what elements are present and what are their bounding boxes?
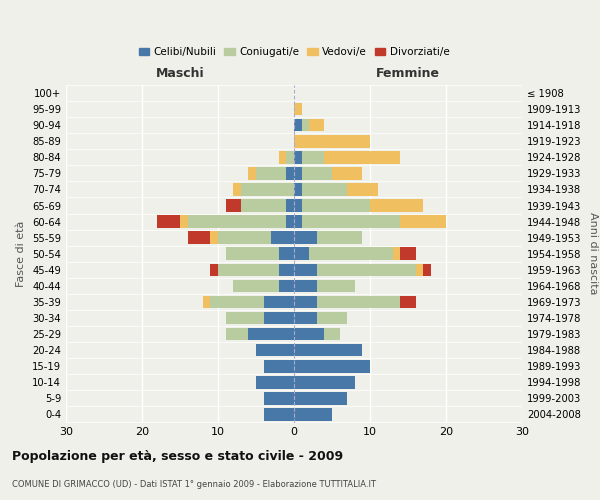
Bar <box>263 360 294 372</box>
Bar <box>226 248 279 260</box>
Bar <box>294 119 302 132</box>
Bar <box>294 151 302 164</box>
Bar <box>294 183 302 196</box>
Bar <box>256 376 294 388</box>
Bar <box>233 183 241 196</box>
Text: Popolazione per età, sesso e stato civile - 2009: Popolazione per età, sesso e stato civil… <box>12 450 343 463</box>
Bar <box>347 183 377 196</box>
Bar <box>400 296 416 308</box>
Bar <box>271 232 294 244</box>
Text: Maschi: Maschi <box>155 67 205 80</box>
Bar <box>423 264 431 276</box>
Bar <box>294 103 302 116</box>
Text: COMUNE DI GRIMACCO (UD) - Dati ISTAT 1° gennaio 2009 - Elaborazione TUTTITALIA.I: COMUNE DI GRIMACCO (UD) - Dati ISTAT 1° … <box>12 480 376 489</box>
Bar <box>294 296 317 308</box>
Bar <box>294 360 370 372</box>
Bar <box>226 328 248 340</box>
Bar <box>256 167 286 179</box>
Bar <box>286 151 294 164</box>
Bar <box>294 216 302 228</box>
Bar <box>188 232 211 244</box>
Bar <box>294 264 317 276</box>
Bar <box>241 183 294 196</box>
Bar <box>226 200 241 212</box>
Bar <box>309 119 325 132</box>
Bar <box>211 296 263 308</box>
Y-axis label: Fasce di età: Fasce di età <box>16 220 26 287</box>
Bar <box>309 248 393 260</box>
Bar <box>317 232 362 244</box>
Bar <box>393 248 400 260</box>
Bar <box>157 216 180 228</box>
Bar <box>294 376 355 388</box>
Bar <box>218 232 271 244</box>
Bar <box>279 280 294 292</box>
Bar <box>279 151 286 164</box>
Bar <box>294 312 317 324</box>
Bar <box>248 167 256 179</box>
Bar <box>279 264 294 276</box>
Bar <box>294 280 317 292</box>
Bar <box>241 200 286 212</box>
Bar <box>294 200 302 212</box>
Bar <box>233 280 279 292</box>
Bar <box>294 392 347 404</box>
Bar <box>211 232 218 244</box>
Bar <box>248 328 294 340</box>
Text: Femmine: Femmine <box>376 67 440 80</box>
Bar <box>294 408 332 420</box>
Bar <box>317 296 400 308</box>
Bar <box>263 392 294 404</box>
Y-axis label: Anni di nascita: Anni di nascita <box>588 212 598 295</box>
Bar <box>302 119 309 132</box>
Legend: Celibi/Nubili, Coniugati/e, Vedovi/e, Divorziati/e: Celibi/Nubili, Coniugati/e, Vedovi/e, Di… <box>134 43 454 62</box>
Bar <box>263 296 294 308</box>
Bar <box>211 264 218 276</box>
Bar <box>226 312 263 324</box>
Bar <box>263 408 294 420</box>
Bar <box>218 264 279 276</box>
Bar <box>325 328 340 340</box>
Bar <box>279 248 294 260</box>
Bar <box>302 167 332 179</box>
Bar <box>416 264 423 276</box>
Bar <box>332 167 362 179</box>
Bar <box>325 151 400 164</box>
Bar <box>302 183 347 196</box>
Bar <box>302 200 370 212</box>
Bar <box>400 216 446 228</box>
Bar <box>286 216 294 228</box>
Bar <box>400 248 416 260</box>
Bar <box>370 200 423 212</box>
Bar <box>302 216 400 228</box>
Bar <box>294 135 370 147</box>
Bar <box>317 280 355 292</box>
Bar <box>294 167 302 179</box>
Bar <box>180 216 188 228</box>
Bar <box>294 344 362 356</box>
Bar <box>203 296 211 308</box>
Bar <box>188 216 286 228</box>
Bar <box>317 312 347 324</box>
Bar <box>256 344 294 356</box>
Bar <box>286 200 294 212</box>
Bar <box>294 248 309 260</box>
Bar <box>294 328 325 340</box>
Bar <box>317 264 416 276</box>
Bar <box>302 151 325 164</box>
Bar <box>286 167 294 179</box>
Bar <box>263 312 294 324</box>
Bar <box>294 232 317 244</box>
